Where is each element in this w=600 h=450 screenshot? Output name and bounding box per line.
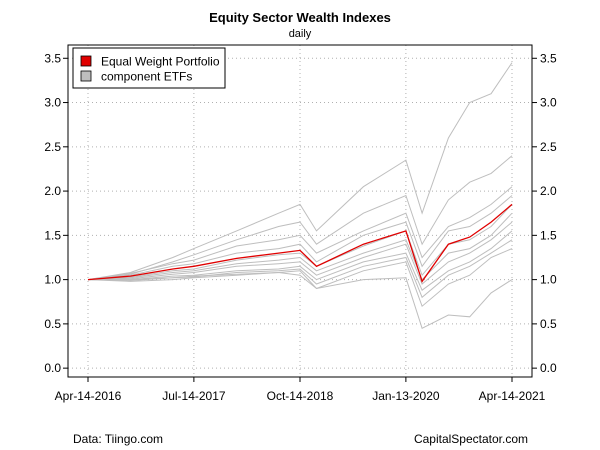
y-tick-label-left: 0.5 bbox=[44, 317, 61, 331]
equal-weight-portfolio-line bbox=[87, 203, 513, 283]
component-etf-line bbox=[87, 62, 513, 281]
y-tick-label-left: 3.0 bbox=[44, 96, 61, 110]
series-lines bbox=[87, 62, 513, 330]
plot-frame bbox=[67, 44, 533, 378]
x-tick-label: Apr-14-2016 bbox=[55, 389, 122, 403]
y-tick-label-left: 1.0 bbox=[44, 273, 61, 287]
legend-label-components: component ETFs bbox=[101, 70, 192, 84]
grid bbox=[68, 45, 532, 377]
y-tick-label-left: 2.0 bbox=[44, 184, 61, 198]
legend-box bbox=[72, 47, 226, 89]
y-tick-label-right: 0.5 bbox=[540, 317, 557, 331]
x-tick-label: Jul-14-2017 bbox=[162, 389, 226, 403]
legend-swatch-portfolio bbox=[80, 55, 92, 67]
x-tick-label: Oct-14-2018 bbox=[267, 389, 334, 403]
chart-subtitle: daily bbox=[289, 28, 312, 40]
legend-swatch-components bbox=[80, 70, 92, 82]
y-tick-label-left: 2.5 bbox=[44, 140, 61, 154]
x-tick-label: Apr-14-2021 bbox=[479, 389, 546, 403]
y-tick-label-right: 1.5 bbox=[540, 228, 557, 242]
y-tick-label-right: 2.0 bbox=[540, 184, 557, 198]
y-tick-label-right: 3.0 bbox=[540, 96, 557, 110]
y-tick-label-right: 1.0 bbox=[540, 273, 557, 287]
component-etf-line bbox=[87, 195, 513, 281]
y-tick-label-right: 2.5 bbox=[540, 140, 557, 154]
y-tick-label-left: 3.5 bbox=[44, 51, 61, 65]
source-note: Data: Tiingo.com bbox=[73, 432, 164, 446]
component-etf-line bbox=[88, 230, 513, 291]
component-etf-line bbox=[87, 221, 513, 285]
legend: Equal Weight Portfolio component ETFs bbox=[72, 47, 226, 89]
chart-title: Equity Sector Wealth Indexes bbox=[209, 10, 391, 25]
x-tick-label: Jan-13-2020 bbox=[372, 389, 440, 403]
axes: 0.0 0.0 0.5 0.5 1.0 1.0 1.5 1.5 2.0 2.0 2.5 2.5 3.0 3… bbox=[44, 51, 557, 403]
y-tick-label-left: 1.5 bbox=[44, 228, 61, 242]
component-etf-line bbox=[88, 271, 513, 330]
component-etf-line bbox=[87, 155, 513, 281]
y-tick-label-left: 0.0 bbox=[44, 361, 61, 375]
component-etf-line bbox=[87, 212, 513, 281]
credit-note: CapitalSpectator.com bbox=[413, 432, 528, 446]
component-etf-line bbox=[87, 186, 513, 281]
y-tick-label-right: 0.0 bbox=[540, 361, 557, 375]
legend-label-portfolio: Equal Weight Portfolio bbox=[101, 55, 220, 69]
y-tick-label-right: 3.5 bbox=[540, 51, 557, 65]
